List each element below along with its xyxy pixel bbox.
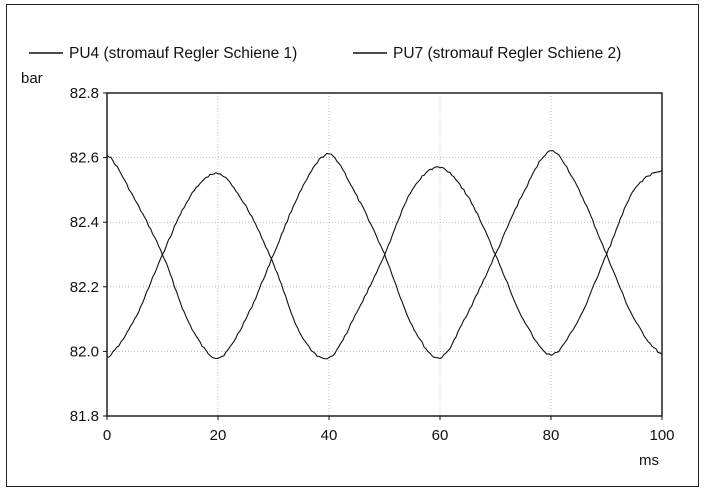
y-tick-label: 82.4 [70,214,99,231]
legend: PU4 (stromauf Regler Schiene 1) PU7 (stro… [29,45,621,62]
legend-label-1: PU4 (stromauf Regler Schiene 1) [69,45,297,62]
gridlines [107,93,662,416]
y-tick-label: 81.8 [70,408,99,425]
line-chart: PU4 (stromauf Regler Schiene 1) PU7 (stro… [21,45,675,469]
series-line-2 [106,166,663,360]
series-lines [106,150,663,360]
x-tick-label: 0 [103,427,111,444]
y-tick-label: 82.6 [70,150,99,167]
x-tick-label: 60 [432,427,449,444]
y-tick-label: 82.0 [70,343,99,360]
series-line-1 [106,150,663,360]
plot-area [106,92,663,417]
x-tick-label: 20 [210,427,227,444]
x-tick-label: 40 [321,427,338,444]
axis-ticks: 81.8 82.0 82.2 82.4 82.6 82.8 0 20 40 60 80 100 [70,85,675,444]
x-tick-label: 80 [543,427,560,444]
legend-label-2: PU7 (stromauf Regler Schiene 2) [393,45,621,62]
y-axis-label: bar [21,70,43,87]
x-axis-label: ms [639,452,659,469]
chart-frame: PU4 (stromauf Regler Schiene 1) PU7 (stro… [6,4,699,487]
y-tick-label: 82.2 [70,279,99,296]
y-tick-label: 82.8 [70,85,99,102]
x-tick-label: 100 [649,427,674,444]
